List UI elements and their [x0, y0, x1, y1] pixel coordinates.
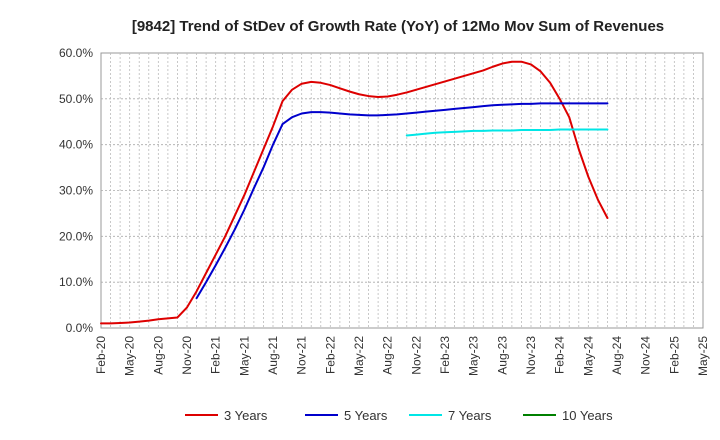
x-tick-label: Feb-24	[553, 336, 567, 374]
x-tick-label: Aug-21	[266, 336, 280, 375]
y-tick-label: 10.0%	[59, 275, 93, 289]
x-tick-label: Nov-22	[409, 336, 423, 375]
y-tick-label: 40.0%	[59, 138, 93, 152]
y-axis-ticks: 0.0% 10.0% 20.0% 30.0% 40.0% 50.0% 60.0%	[59, 46, 93, 335]
y-tick-label: 30.0%	[59, 184, 93, 198]
x-tick-label: May-23	[467, 336, 481, 376]
x-gridlines	[110, 53, 694, 328]
x-axis-ticks: Feb-20 May-20 Aug-20 Nov-20 Feb-21 May-21 Aug-…	[94, 336, 710, 376]
x-tick-label: Feb-25	[667, 336, 681, 374]
series-line-5-years	[195, 102, 609, 300]
x-tick-label: Nov-23	[524, 336, 538, 375]
legend-label: 5 Years	[344, 408, 388, 423]
y-tick-label: 60.0%	[59, 46, 93, 60]
x-tick-label: May-25	[696, 336, 710, 376]
x-tick-label: Feb-21	[209, 336, 223, 374]
legend-label: 10 Years	[562, 408, 613, 423]
y-tick-label: 0.0%	[66, 321, 94, 335]
series-line-7-years	[405, 128, 609, 137]
x-tick-label: Nov-21	[295, 336, 309, 375]
x-tick-label: Nov-20	[180, 336, 194, 375]
series-line-3-years	[100, 60, 609, 325]
x-tick-label: Nov-24	[639, 336, 653, 375]
x-tick-label: May-21	[237, 336, 251, 376]
legend: 3 Years 5 Years 7 Years 10 Years	[185, 408, 613, 423]
x-tick-label: Aug-23	[495, 336, 509, 375]
x-tick-label: Feb-23	[438, 336, 452, 374]
series-lines	[100, 60, 609, 325]
y-tick-label: 20.0%	[59, 229, 93, 243]
chart-title: [9842] Trend of StDev of Growth Rate (Yo…	[132, 18, 664, 35]
y-tick-label: 50.0%	[59, 92, 93, 106]
x-tick-label: Feb-22	[323, 336, 337, 374]
x-tick-label: Aug-22	[381, 336, 395, 375]
x-tick-label: May-20	[123, 336, 137, 376]
legend-label: 3 Years	[224, 408, 268, 423]
x-tick-label: Feb-20	[94, 336, 108, 374]
legend-label: 7 Years	[448, 408, 492, 423]
x-tick-label: Aug-20	[151, 336, 165, 375]
x-tick-label: May-24	[581, 336, 595, 376]
x-tick-label: May-22	[352, 336, 366, 376]
x-tick-label: Aug-24	[610, 336, 624, 375]
